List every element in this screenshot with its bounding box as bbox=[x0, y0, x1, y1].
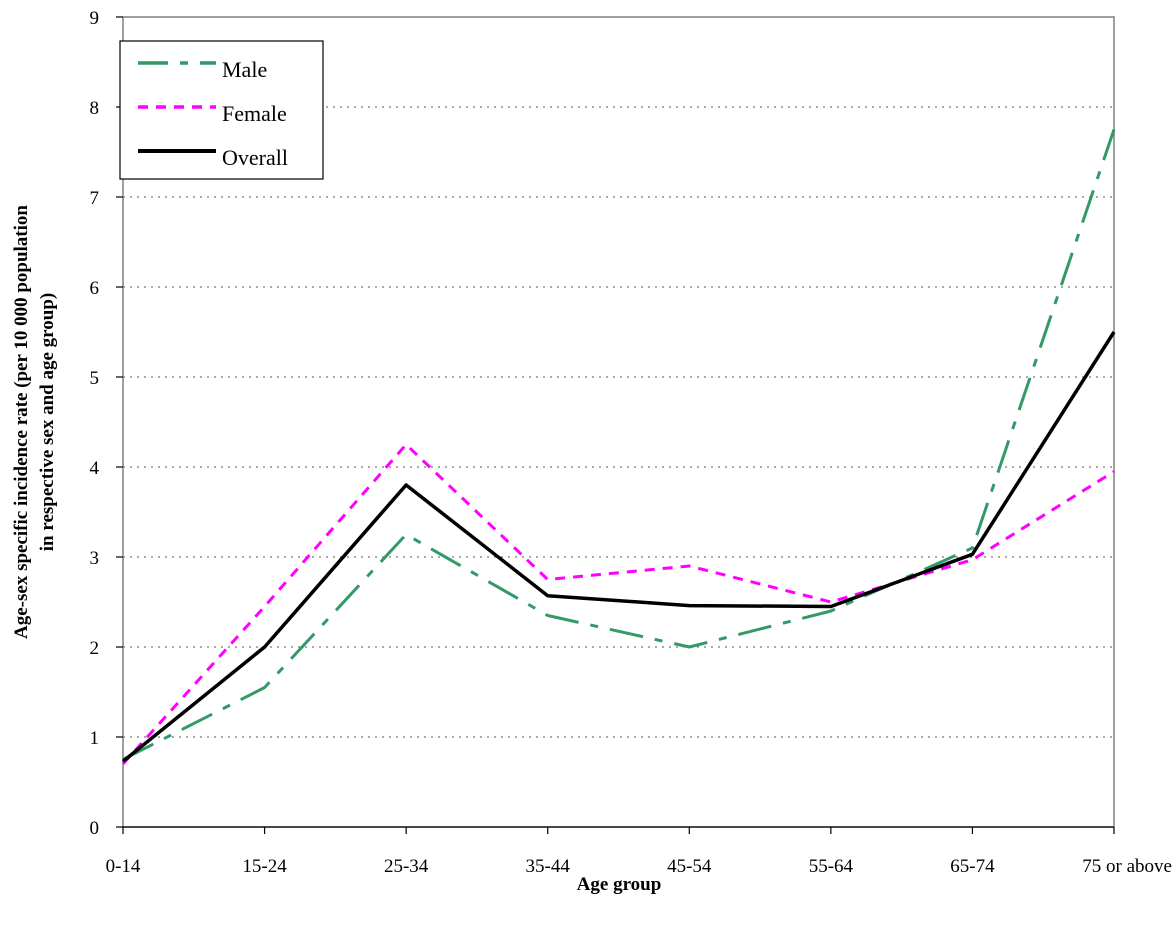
y-tick-label-3: 3 bbox=[90, 548, 100, 569]
x-axis: 0-14 15-24 25-34 35-44 45-54 55-64 65-74 75 or … bbox=[106, 827, 1172, 877]
legend-label-male: Male bbox=[222, 57, 267, 82]
y-tick-label-9: 9 bbox=[90, 8, 100, 29]
y-tick-label-5: 5 bbox=[90, 368, 100, 389]
y-tick-label-0: 0 bbox=[90, 818, 100, 839]
series-line-female bbox=[123, 445, 1114, 765]
series-line-male bbox=[123, 130, 1114, 760]
legend: Male Female Overall bbox=[120, 41, 323, 179]
x-axis-title: Age group bbox=[577, 874, 662, 895]
x-tick-label-6: 65-74 bbox=[950, 856, 995, 877]
y-axis-title-line2: in respective sex and age group) bbox=[37, 293, 58, 551]
x-tick-label-7: 75 or above bbox=[1082, 856, 1172, 877]
legend-label-overall: Overall bbox=[222, 145, 288, 170]
x-tick-label-1: 15-24 bbox=[242, 856, 287, 877]
y-tick-label-6: 6 bbox=[90, 278, 100, 299]
legend-label-female: Female bbox=[222, 101, 287, 126]
y-axis-title-line1: Age-sex specific incidence rate (per 10 … bbox=[11, 205, 32, 639]
y-tick-label-8: 8 bbox=[90, 98, 100, 119]
gridlines bbox=[123, 107, 1114, 737]
x-tick-label-3: 35-44 bbox=[526, 856, 571, 877]
series-line-overall bbox=[123, 332, 1114, 761]
y-tick-label-4: 4 bbox=[90, 458, 100, 479]
y-tick-label-2: 2 bbox=[90, 638, 100, 659]
y-tick-label-7: 7 bbox=[90, 188, 100, 209]
x-tick-label-2: 25-34 bbox=[384, 856, 429, 877]
y-axis: 0 1 2 3 4 5 6 7 8 9 bbox=[90, 8, 124, 839]
x-tick-label-4: 45-54 bbox=[667, 856, 712, 877]
y-tick-label-1: 1 bbox=[90, 728, 100, 749]
x-tick-label-5: 55-64 bbox=[809, 856, 854, 877]
x-tick-label-0: 0-14 bbox=[106, 856, 141, 877]
series-lines bbox=[123, 129, 1114, 764]
